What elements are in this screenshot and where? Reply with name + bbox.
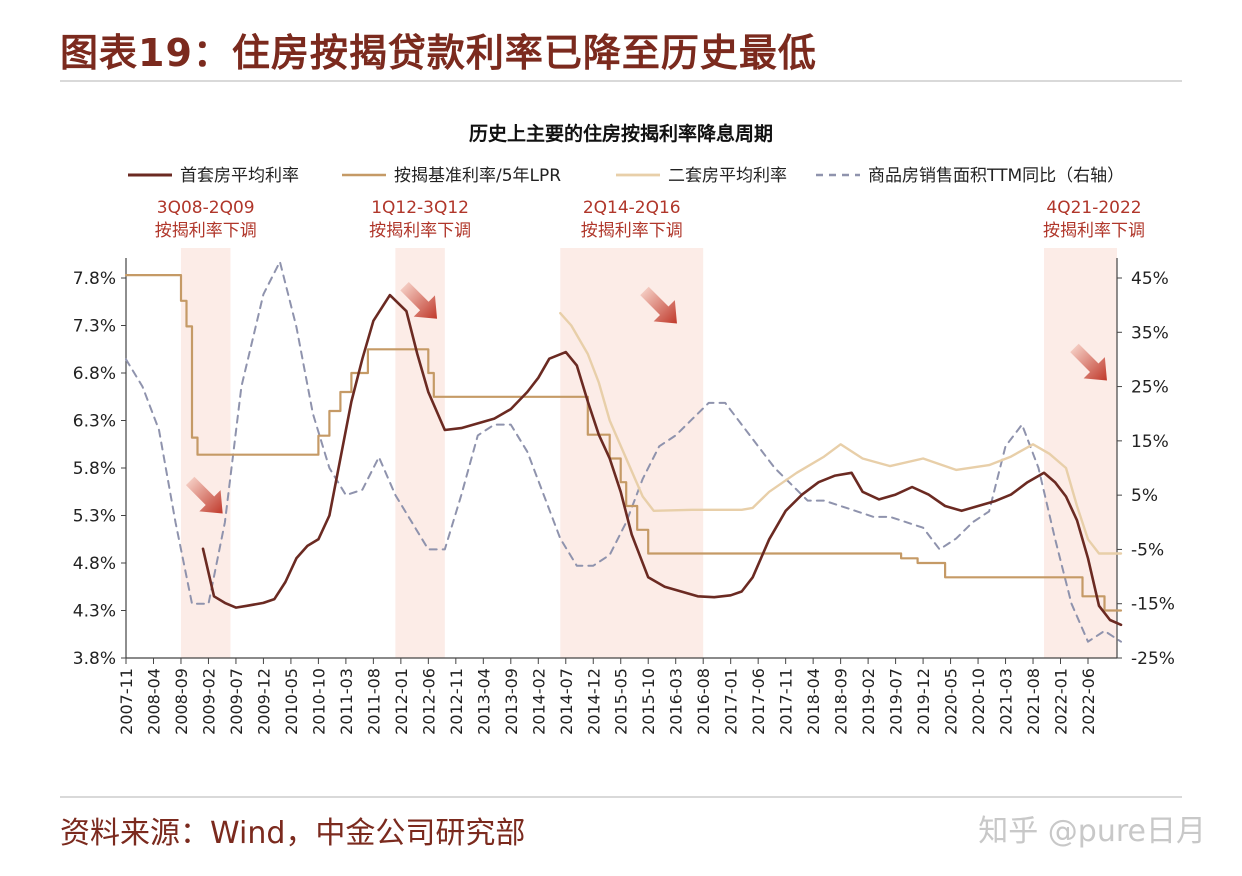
figure-title: 图表19：住房按揭贷款利率已降至历史最低 [60,31,817,75]
series-line-1 [124,274,1123,612]
right-axis-tick-label: -15% [1131,595,1175,615]
x-axis-tick-label: 2019-07 [887,668,906,735]
chart-title: 历史上主要的住房按揭利率降息周期 [469,122,773,145]
right-axis-tick-label: 45% [1131,269,1169,289]
cut-period-range-label: 2Q14-2Q16 [583,198,681,218]
cut-period-desc-label: 按揭利率下调 [1043,221,1145,241]
watermark: 知乎 @pure日月 [978,814,1206,849]
left-axis-tick-label: 4.3% [73,602,116,622]
legend-label: 商品房销售面积TTM同比（右轴） [868,166,1124,186]
legend-label: 首套房平均利率 [180,166,299,186]
cut-period-band [180,248,231,658]
x-axis-tick-label: 2010-10 [309,668,328,735]
x-axis-tick-label: 2008-04 [144,668,163,735]
x-axis-tick-label: 2021-03 [997,668,1016,735]
cut-period-labels: 3Q08-2Q09 按揭利率下调 1Q12-3Q12 按揭利率下调 2Q14-2Q16 按… [155,198,1145,241]
right-axis-tick-label: -25% [1131,649,1175,669]
x-axis-tick-label: 2020-05 [942,668,961,735]
x-axis-tick-label: 2009-07 [227,668,246,735]
title-divider [60,80,1182,82]
x-axis-tick-label: 2020-10 [969,668,988,735]
left-axis-tick-label: 6.3% [73,412,116,432]
cut-period-range-label: 3Q08-2Q09 [157,198,255,218]
series-line-2 [559,312,1123,555]
x-axis-tick-label: 2022-01 [1052,668,1071,735]
x-axis-tick-label: 2018-04 [804,668,823,735]
cut-period-bands [180,248,1117,658]
x-axis-tick-label: 2015-05 [612,668,631,735]
x-axis-tick-label: 2017-06 [749,668,768,735]
x-axis-tick-label: 2012-06 [419,668,438,735]
series-line-3 [125,260,1122,643]
right-axis-tick-label: 15% [1131,432,1169,452]
series-lines [124,260,1123,643]
x-axis-tick-label: 2017-01 [722,668,741,735]
x-axis-tick-label: 2017-11 [777,668,796,735]
series-line-0 [201,293,1123,627]
x-axis-tick-label: 2008-09 [172,668,191,735]
x-axis-tick-label: 2010-05 [282,668,301,735]
legend-label: 二套房平均利率 [668,166,787,186]
x-axis-tick-label: 2022-06 [1079,668,1098,735]
x-axis-tick-label: 2016-08 [694,668,713,735]
left-axis-tick-label: 6.8% [73,364,116,384]
legend-label: 按揭基准利率/5年LPR [394,166,561,186]
right-axis-tick-label: 35% [1131,323,1169,343]
x-axis-tick-label: 2011-03 [337,668,356,735]
cut-period-desc-label: 按揭利率下调 [581,221,683,241]
x-axis-tick-label: 2014-07 [557,668,576,735]
x-axis-tick-label: 2018-09 [832,668,851,735]
legend: 首套房平均利率 按揭基准利率/5年LPR 二套房平均利率 商品房销售面积TTM同比（右… [128,166,1124,186]
cut-period-band [1044,248,1117,658]
cut-period-desc-label: 按揭利率下调 [155,221,257,241]
right-axis-tick-label: -5% [1131,540,1164,560]
left-axis-tick-label: 4.8% [73,554,116,574]
x-axis-tick-label: 2013-09 [502,668,521,735]
left-axis-tick-label: 7.3% [73,317,116,337]
left-axis-tick-label: 7.8% [73,269,116,289]
right-axis-tick-label: 25% [1131,378,1169,398]
down-arrow-icon [400,281,438,319]
x-axis-tick-label: 2015-10 [639,668,658,735]
down-arrow-icon [1070,343,1107,381]
cut-period-desc-label: 按揭利率下调 [369,221,471,241]
cut-period-range-label: 1Q12-3Q12 [371,198,469,218]
cut-period-band [560,248,704,658]
left-axis-tick-label: 3.8% [73,649,116,669]
x-axis-tick-label: 2009-02 [199,668,218,735]
x-axis-tick-label: 2007-11 [117,668,136,735]
right-axis-tick-label: 5% [1131,486,1158,506]
down-arrow-icon [185,476,223,514]
x-axis-tick-label: 2019-02 [859,668,878,735]
x-axis-tick-label: 2014-12 [584,668,603,735]
x-axis-tick-label: 2009-12 [254,668,273,735]
mortgage-rate-chart: 历史上主要的住房按揭利率降息周期 3Q08-2Q09 按揭利率下调 1Q12-3Q1… [73,122,1175,735]
x-axis-tick-label: 2012-11 [447,668,466,735]
x-axis-tick-label: 2011-08 [364,668,383,735]
left-axis-tick-label: 5.8% [73,459,116,479]
source-note: 资料来源：Wind，中金公司研究部 [60,816,526,851]
x-axis-tick-label: 2013-04 [474,668,493,735]
cut-period-range-label: 4Q21-2022 [1046,198,1141,218]
axes: 7.8% 7.3% 6.8% 6.3% 5.8% 5.3% 4.8% 4.3% 3.8% 45% 3… [73,258,1175,735]
down-arrow-icon [640,286,677,324]
x-axis-tick-label: 2019-12 [914,668,933,735]
footer-divider [60,796,1182,798]
cut-period-arrows [185,281,1107,514]
x-axis-tick-label: 2021-08 [1024,668,1043,735]
x-axis-tick-label: 2016-03 [667,668,686,735]
x-axis-tick-label: 2014-02 [529,668,548,735]
left-axis-tick-label: 5.3% [73,507,116,527]
x-axis-tick-label: 2012-01 [392,668,411,735]
